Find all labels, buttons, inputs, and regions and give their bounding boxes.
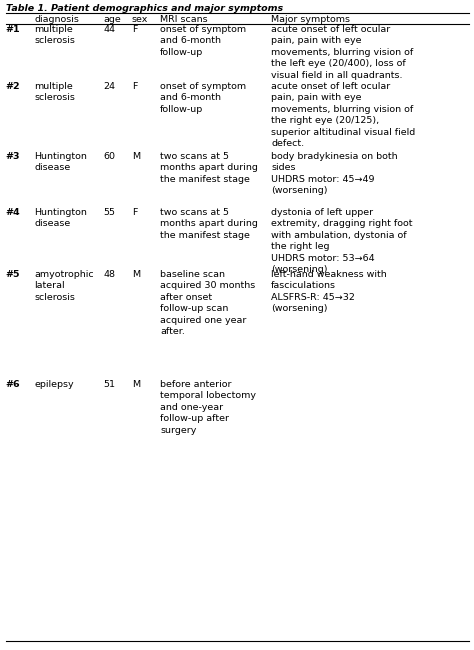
Text: epilepsy: epilepsy: [34, 380, 74, 389]
Text: Major symptoms: Major symptoms: [271, 15, 350, 24]
Text: Huntington
disease: Huntington disease: [34, 208, 87, 228]
Text: diagnosis: diagnosis: [34, 15, 79, 24]
Text: #4: #4: [6, 208, 20, 217]
Text: onset of symptom
and 6-month
follow-up: onset of symptom and 6-month follow-up: [160, 25, 246, 57]
Text: dystonia of left upper
extremity, dragging right foot
with ambulation, dystonia : dystonia of left upper extremity, draggi…: [271, 208, 413, 274]
Text: onset of symptom
and 6-month
follow-up: onset of symptom and 6-month follow-up: [160, 82, 246, 114]
Text: M: M: [132, 270, 140, 279]
Text: 48: 48: [103, 270, 115, 279]
Text: amyotrophic
lateral
sclerosis: amyotrophic lateral sclerosis: [34, 270, 94, 302]
Text: 51: 51: [103, 380, 115, 389]
Text: M: M: [132, 380, 140, 389]
Text: #1: #1: [6, 25, 20, 34]
Text: 60: 60: [103, 152, 115, 161]
Text: #5: #5: [6, 270, 20, 279]
Text: M: M: [132, 152, 140, 161]
Text: 55: 55: [103, 208, 115, 217]
Text: before anterior
temporal lobectomy
and one-year
follow-up after
surgery: before anterior temporal lobectomy and o…: [160, 380, 256, 435]
Text: F: F: [132, 25, 137, 34]
Text: left-hand weakness with
fasciculations
ALSFRS-R: 45→32
(worsening): left-hand weakness with fasciculations A…: [271, 270, 387, 313]
Text: 44: 44: [103, 25, 115, 34]
Text: acute onset of left ocular
pain, pain with eye
movements, blurring vision of
the: acute onset of left ocular pain, pain wi…: [271, 82, 415, 148]
Text: two scans at 5
months apart during
the manifest stage: two scans at 5 months apart during the m…: [160, 208, 258, 240]
Text: F: F: [132, 208, 137, 217]
Text: #6: #6: [6, 380, 20, 389]
Text: F: F: [132, 82, 137, 91]
Text: Table 1. Patient demographics and major symptoms: Table 1. Patient demographics and major …: [6, 4, 283, 13]
Text: #3: #3: [6, 152, 20, 161]
Text: body bradykinesia on both
sides
UHDRS motor: 45→49
(worsening): body bradykinesia on both sides UHDRS mo…: [271, 152, 398, 196]
Text: acute onset of left ocular
pain, pain with eye
movements, blurring vision of
the: acute onset of left ocular pain, pain wi…: [271, 25, 413, 80]
Text: baseline scan
acquired 30 months
after onset
follow-up scan
acquired one year
af: baseline scan acquired 30 months after o…: [160, 270, 255, 336]
Text: sex: sex: [132, 15, 148, 24]
Text: MRI scans: MRI scans: [160, 15, 208, 24]
Text: multiple
sclerosis: multiple sclerosis: [34, 82, 75, 103]
Text: age: age: [103, 15, 121, 24]
Text: multiple
sclerosis: multiple sclerosis: [34, 25, 75, 46]
Text: 24: 24: [103, 82, 115, 91]
Text: Huntington
disease: Huntington disease: [34, 152, 87, 172]
Text: #2: #2: [6, 82, 20, 91]
Text: two scans at 5
months apart during
the manifest stage: two scans at 5 months apart during the m…: [160, 152, 258, 184]
